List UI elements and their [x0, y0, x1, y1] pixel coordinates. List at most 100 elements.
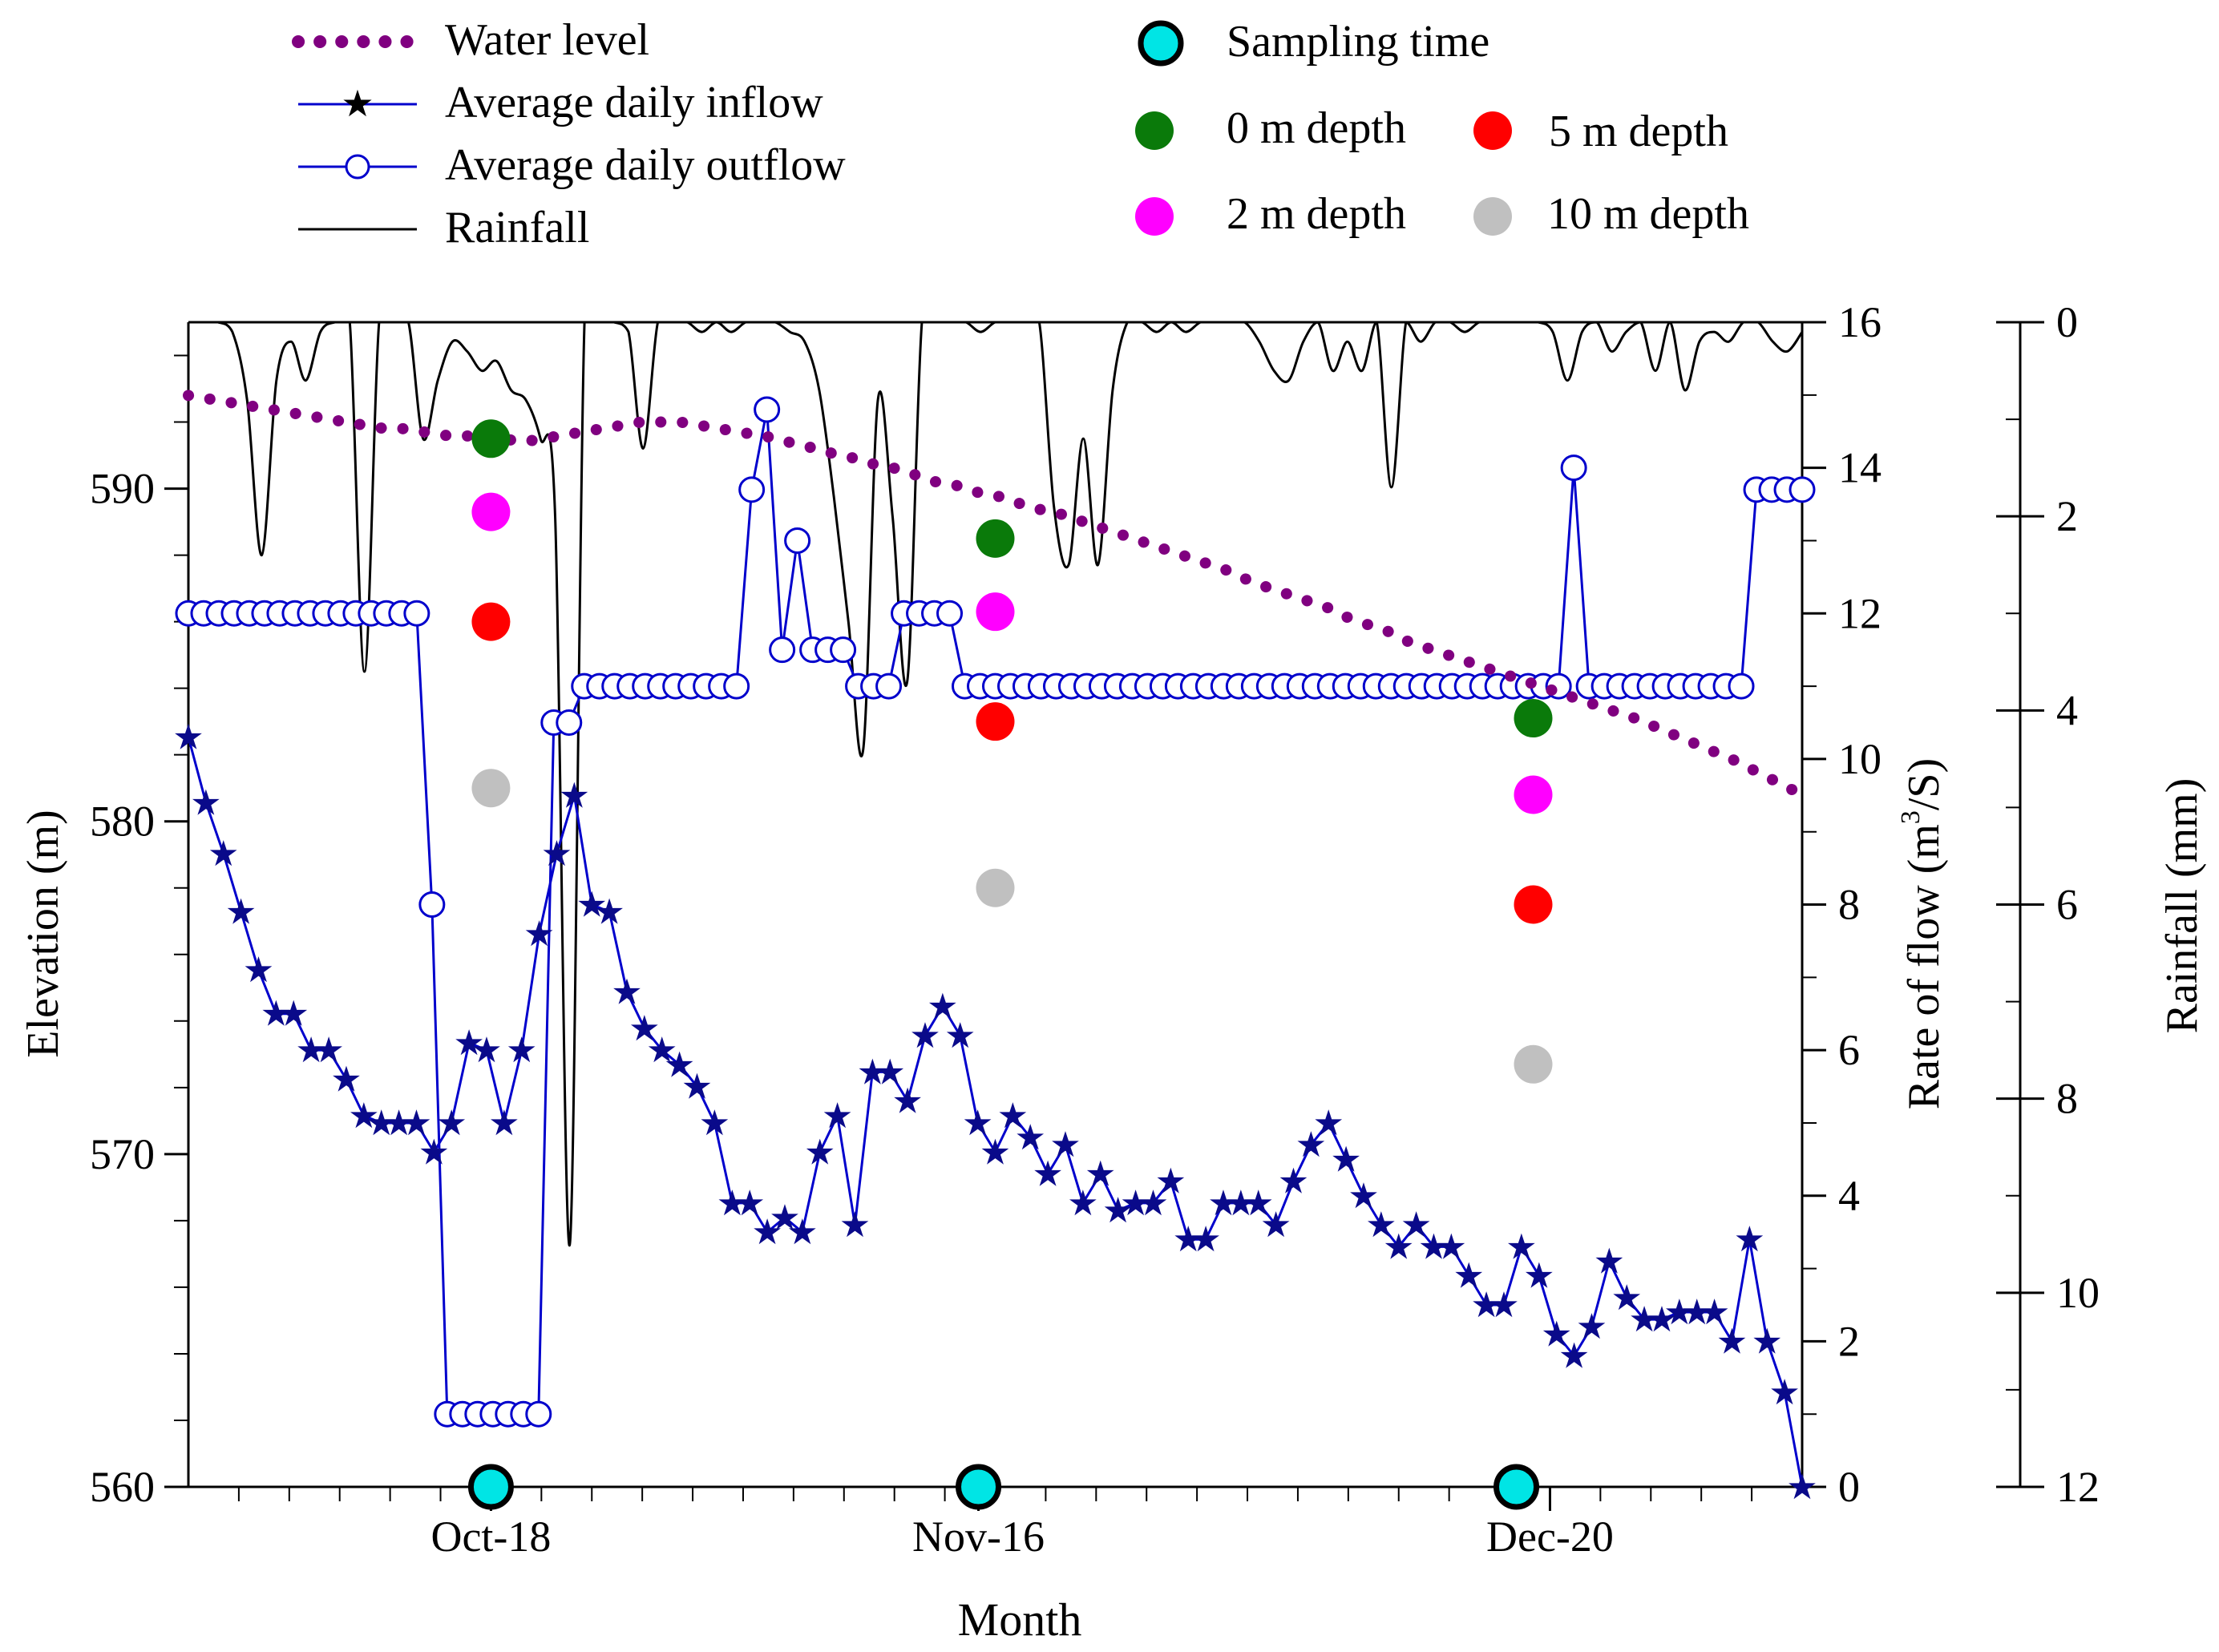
outflow-point	[936, 600, 964, 627]
inflow-point: ★	[927, 988, 958, 1027]
inflow-point: ★	[751, 1213, 782, 1252]
inflow-point: ★	[418, 1133, 450, 1172]
rain-tick-label: 2	[2056, 492, 2078, 540]
legend-depth2-label: 2 m depth	[1227, 189, 1406, 239]
left-tick-label: 570	[90, 1130, 155, 1178]
inflow-point: ★	[1225, 1184, 1256, 1223]
flow-tick-label: 12	[1838, 589, 1882, 637]
inflow-point: ★	[243, 951, 274, 990]
inflow-series: ★★★★★★★★★★★★★★★★★★★★★★★★★★★★★★★★★★★★★★★★…	[172, 718, 1817, 1507]
x-axis-title: Month	[958, 1593, 1082, 1646]
inflow-point: ★	[1699, 1293, 1730, 1332]
rainfall-series	[188, 321, 1804, 1247]
inflow-point: ★	[1716, 1322, 1748, 1361]
inflow-point: ★	[295, 1031, 326, 1070]
inflow-point: ★	[1260, 1206, 1291, 1245]
depth10-sample	[1514, 1044, 1553, 1084]
rain-tick-label: 0	[2056, 298, 2078, 346]
inflow-point: ★	[541, 834, 572, 874]
flow-tick-label: 0	[1838, 1463, 1860, 1511]
outflow-point	[830, 636, 857, 664]
inflow-point: ★	[1383, 1227, 1414, 1266]
flow-axis-title-tail: /S)	[1899, 758, 1949, 810]
sampling-time-marker	[467, 1464, 514, 1510]
left-tick-label: 560	[90, 1463, 155, 1511]
inflow-point: ★	[1523, 1257, 1554, 1296]
inflow-point: ★	[1348, 1177, 1379, 1216]
legend-inflow-label: Average daily inflow	[445, 78, 823, 127]
inflow-point: ★	[1138, 1184, 1169, 1223]
outflow-point	[403, 600, 430, 627]
legend-depth5-marker	[1473, 111, 1512, 150]
inflow-point: ★	[1488, 1286, 1519, 1325]
inflow-point: ★	[1628, 1300, 1659, 1339]
inflow-point: ★	[559, 776, 590, 815]
inflow-point: ★	[1752, 1322, 1783, 1361]
inflow-point: ★	[261, 995, 292, 1034]
inflow-point: ★	[1681, 1293, 1712, 1332]
outflow-point	[525, 1400, 552, 1428]
legend-sampling-time-marker	[1138, 20, 1184, 67]
inflow-point: ★	[1768, 1373, 1800, 1412]
depth0-sample	[471, 419, 511, 458]
inflow-point: ★	[804, 1133, 835, 1172]
inflow-point: ★	[1418, 1227, 1449, 1266]
flow-tick-label: 16	[1838, 298, 1882, 346]
inflow-point: ★	[1067, 1184, 1098, 1223]
inflow-point: ★	[997, 1097, 1029, 1136]
inflow-point: ★	[1436, 1227, 1467, 1266]
depth2-sample	[976, 592, 1015, 632]
outflow-point	[738, 476, 766, 503]
depth5-sample	[1514, 885, 1553, 924]
legend-depth5-label: 5 m depth	[1549, 107, 1728, 156]
inflow-point: ★	[453, 1024, 484, 1063]
rain-tick-label: 12	[2056, 1463, 2100, 1511]
rain-tick-label: 6	[2056, 881, 2078, 929]
inflow-point: ★	[1506, 1227, 1537, 1266]
depth5-sample	[471, 602, 511, 641]
flow-tick-label: 4	[1838, 1172, 1860, 1220]
inflow-point: ★	[1470, 1286, 1502, 1325]
depth2-sample	[1514, 775, 1553, 814]
inflow-point: ★	[611, 972, 642, 1012]
rain-tick-label: 4	[2056, 686, 2078, 734]
left-axis-title: Elevation (m)	[18, 810, 68, 1057]
inflow-point: ★	[383, 1104, 414, 1143]
sampling-time-marker	[956, 1464, 1002, 1510]
inflow-point: ★	[1401, 1206, 1432, 1245]
depth0-sample	[1514, 699, 1553, 738]
inflow-point: ★	[172, 718, 204, 757]
inflow-point: ★	[1576, 1307, 1607, 1347]
inflow-point: ★	[1558, 1337, 1590, 1376]
outflow-point	[875, 673, 903, 700]
inflow-point: ★	[1663, 1293, 1695, 1332]
inflow-point: ★	[769, 1198, 800, 1238]
x-tick-label: Dec-20	[1486, 1513, 1614, 1561]
depth10-sample	[976, 868, 1015, 907]
x-tick-label: Nov-16	[912, 1513, 1045, 1561]
inflow-point: ★	[1330, 1140, 1361, 1179]
outflow-point	[418, 891, 446, 918]
inflow-point: ★	[313, 1031, 344, 1070]
flow-tick-label: 8	[1838, 881, 1860, 929]
inflow-point: ★	[664, 1045, 695, 1085]
inflow-point: ★	[1295, 1125, 1327, 1165]
outflow-point	[769, 636, 796, 664]
inflow-point: ★	[1646, 1300, 1677, 1339]
inflow-point: ★	[1049, 1125, 1081, 1165]
inflow-point: ★	[1190, 1220, 1221, 1259]
inflow-point: ★	[1243, 1184, 1274, 1223]
inflow-point: ★	[980, 1133, 1011, 1172]
legend-depth0-label: 0 m depth	[1227, 103, 1406, 153]
flow-tick-label: 14	[1838, 444, 1882, 492]
legend-outflow-label: Average daily outflow	[445, 140, 846, 190]
inflow-point: ★	[1786, 1468, 1817, 1507]
inflow-point: ★	[366, 1104, 397, 1143]
inflow-line	[187, 737, 1804, 1488]
depth-samples	[471, 419, 1553, 1084]
outflow-point	[1789, 476, 1816, 503]
inflow-point: ★	[506, 1031, 537, 1070]
inflow-point: ★	[1313, 1104, 1344, 1143]
inflow-point: ★	[593, 893, 624, 932]
